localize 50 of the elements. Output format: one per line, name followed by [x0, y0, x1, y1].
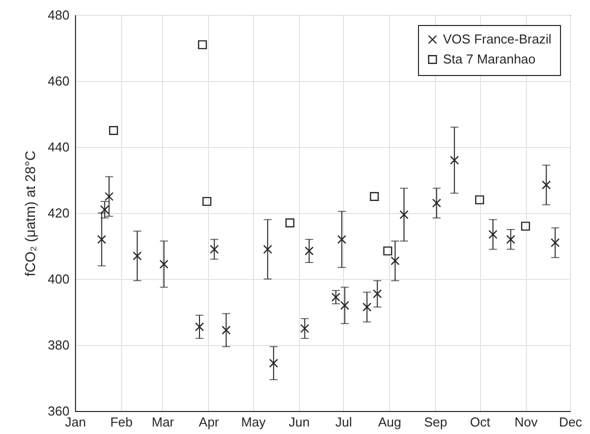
x-tick-label: Aug: [378, 414, 402, 430]
point: [362, 302, 372, 312]
point: [390, 256, 400, 266]
y-tick-label: 420: [48, 206, 70, 220]
point: [198, 40, 207, 50]
y-tick-label: 460: [48, 74, 70, 88]
x-tick-label: Dec: [558, 414, 583, 430]
point: [550, 238, 560, 248]
x-tick-label: Jun: [288, 414, 310, 430]
point: [222, 326, 231, 335]
point: [97, 234, 106, 244]
point: [263, 244, 272, 254]
y-axis-title: fCO₂ (μatm) at 28°C: [22, 150, 38, 276]
point: [331, 292, 340, 302]
legend-label: VOS France-Brazil: [443, 32, 552, 46]
point: [506, 234, 516, 244]
point: [269, 358, 278, 368]
point: [337, 234, 346, 244]
point: [372, 289, 382, 298]
point: [488, 230, 498, 239]
legend-label: Sta 7 Maranhao: [443, 52, 536, 66]
point: [370, 192, 379, 201]
point: [285, 218, 294, 228]
point: [400, 210, 408, 220]
y-tick-label: 400: [48, 272, 70, 286]
x-tick-label: Jul: [335, 414, 352, 430]
point: [521, 222, 530, 231]
x-tick-label: Feb: [110, 414, 133, 430]
y-tick-label: 440: [48, 140, 70, 154]
y-tick-label: 480: [48, 8, 70, 22]
point: [475, 195, 484, 204]
point: [132, 251, 142, 260]
x-tick-label: May: [241, 414, 266, 430]
point: [195, 322, 204, 332]
point: [210, 244, 219, 254]
point: [159, 260, 168, 269]
x-tick-label: Sep: [424, 414, 448, 430]
point: [542, 180, 551, 190]
x-tick-label: Mar: [152, 414, 175, 430]
point: [340, 300, 350, 310]
point: [383, 246, 392, 256]
y-tick-label: 380: [48, 338, 70, 352]
x-tick-label: Apr: [198, 414, 220, 430]
point: [109, 126, 118, 135]
point: [202, 196, 212, 206]
x-tick-label: Nov: [514, 414, 538, 430]
point: [432, 198, 442, 208]
point: [304, 246, 314, 256]
x-tick-label: Oct: [470, 414, 491, 430]
point: [450, 156, 459, 165]
